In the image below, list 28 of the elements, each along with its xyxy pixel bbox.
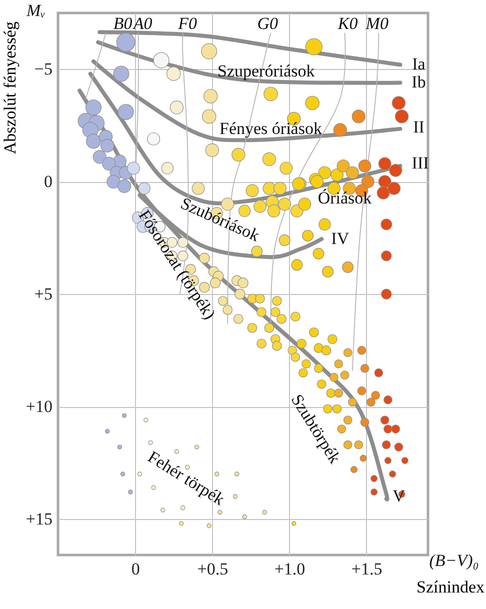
x-axis-title: Színindex [416,578,485,596]
x-tick-label: +1.5 [351,560,382,578]
annotation: Ia [412,54,426,74]
annotation: Ib [412,72,426,92]
annotation: M0 [364,14,389,34]
x-tick-label: +0.5 [197,560,228,578]
y-tick-label: +15 [26,510,52,529]
annotation: IV [331,229,350,248]
y-tick-label: +5 [34,284,52,304]
y-tick-label: 0 [44,172,52,192]
annotation: G0 [257,14,279,34]
annotation: II [413,118,425,137]
annotation: Óriások [318,188,372,208]
annotation: F0 [177,14,198,34]
y-axis-title: Abszolút fényesség [0,21,20,154]
annotation: A0 [132,14,153,34]
x-tick-label: 0 [131,560,140,578]
annotation: III [412,154,430,173]
y-tick-label: +10 [26,397,52,416]
text: Mᵥ [26,1,46,20]
y-tick-label: −5 [34,60,52,79]
x-tick-label: +1.0 [274,560,306,578]
annotation: Fényes óriások [220,118,322,138]
annotation: Szuperóriások [217,61,316,80]
annotation: K0 [336,14,358,34]
annotation: V [392,486,406,506]
annotation: B0 [113,14,133,34]
text: (B−V)₀ [429,551,479,570]
